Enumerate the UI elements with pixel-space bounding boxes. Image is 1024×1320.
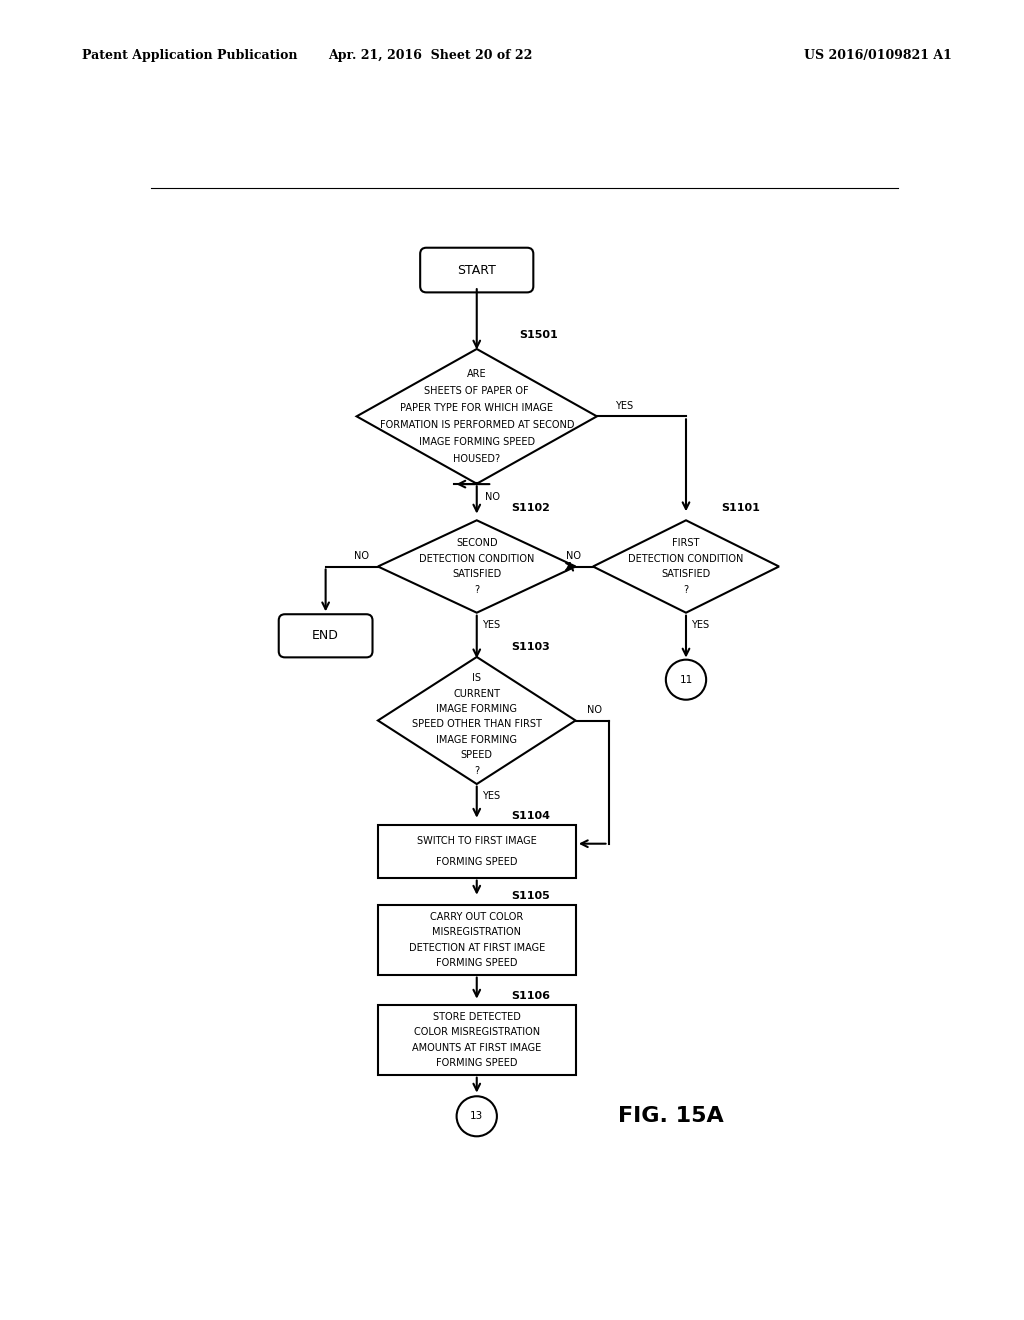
Text: FIG. 15A: FIG. 15A (617, 1106, 723, 1126)
Text: ARE: ARE (467, 370, 486, 379)
Text: END: END (312, 630, 339, 643)
Polygon shape (378, 657, 575, 784)
Bar (378, 1006, 575, 1074)
Polygon shape (593, 520, 779, 612)
Text: IMAGE FORMING: IMAGE FORMING (436, 704, 517, 714)
Text: NO: NO (354, 550, 369, 561)
Polygon shape (378, 520, 575, 612)
Text: FORMING SPEED: FORMING SPEED (436, 958, 517, 968)
Text: DETECTION CONDITION: DETECTION CONDITION (629, 554, 743, 564)
FancyBboxPatch shape (420, 248, 534, 293)
Text: SWITCH TO FIRST IMAGE: SWITCH TO FIRST IMAGE (417, 836, 537, 846)
Text: S1501: S1501 (519, 330, 558, 341)
Text: FORMING SPEED: FORMING SPEED (436, 857, 517, 867)
Circle shape (666, 660, 707, 700)
Text: IMAGE FORMING SPEED: IMAGE FORMING SPEED (419, 437, 535, 446)
Text: CURRENT: CURRENT (454, 689, 501, 698)
Text: CARRY OUT COLOR: CARRY OUT COLOR (430, 912, 523, 921)
Text: SECOND: SECOND (456, 539, 498, 548)
FancyBboxPatch shape (279, 614, 373, 657)
Text: FORMATION IS PERFORMED AT SECOND: FORMATION IS PERFORMED AT SECOND (380, 420, 574, 430)
Text: SPEED OTHER THAN FIRST: SPEED OTHER THAN FIRST (412, 719, 542, 730)
Text: 13: 13 (470, 1111, 483, 1121)
Bar (378, 906, 575, 974)
Text: HOUSED?: HOUSED? (454, 454, 501, 463)
Text: NO: NO (484, 492, 500, 502)
Text: FIRST: FIRST (673, 539, 699, 548)
Text: FORMING SPEED: FORMING SPEED (436, 1059, 517, 1068)
Text: SATISFIED: SATISFIED (662, 569, 711, 579)
Text: AMOUNTS AT FIRST IMAGE: AMOUNTS AT FIRST IMAGE (412, 1043, 542, 1053)
Text: YES: YES (615, 400, 633, 411)
Text: SATISFIED: SATISFIED (453, 569, 502, 579)
Text: ?: ? (474, 766, 479, 776)
Text: YES: YES (691, 620, 709, 630)
Text: PAPER TYPE FOR WHICH IMAGE: PAPER TYPE FOR WHICH IMAGE (400, 403, 553, 413)
Text: COLOR MISREGISTRATION: COLOR MISREGISTRATION (414, 1027, 540, 1038)
Text: SHEETS OF PAPER OF: SHEETS OF PAPER OF (424, 385, 529, 396)
Text: DETECTION AT FIRST IMAGE: DETECTION AT FIRST IMAGE (409, 942, 545, 953)
Text: START: START (458, 264, 497, 277)
Text: YES: YES (481, 620, 500, 630)
Text: YES: YES (481, 791, 500, 801)
Text: MISREGISTRATION: MISREGISTRATION (432, 927, 521, 937)
Bar (378, 825, 575, 878)
Text: IS: IS (472, 673, 481, 684)
Text: S1103: S1103 (512, 642, 550, 652)
Text: DETECTION CONDITION: DETECTION CONDITION (419, 554, 535, 564)
Text: Apr. 21, 2016  Sheet 20 of 22: Apr. 21, 2016 Sheet 20 of 22 (328, 49, 532, 62)
Text: S1105: S1105 (512, 891, 550, 902)
Text: S1106: S1106 (512, 991, 551, 1001)
Text: Patent Application Publication: Patent Application Publication (82, 49, 297, 62)
Text: SPEED: SPEED (461, 750, 493, 760)
Text: ?: ? (683, 585, 688, 594)
Text: S1104: S1104 (512, 810, 551, 821)
Text: STORE DETECTED: STORE DETECTED (433, 1012, 520, 1022)
Text: ?: ? (474, 585, 479, 594)
Polygon shape (356, 348, 597, 483)
Text: S1101: S1101 (721, 503, 760, 513)
Text: 11: 11 (679, 675, 692, 685)
Text: US 2016/0109821 A1: US 2016/0109821 A1 (805, 49, 952, 62)
Text: NO: NO (587, 705, 602, 714)
Text: NO: NO (566, 550, 582, 561)
Text: S1102: S1102 (512, 503, 551, 513)
Text: IMAGE FORMING: IMAGE FORMING (436, 735, 517, 744)
Circle shape (457, 1096, 497, 1137)
